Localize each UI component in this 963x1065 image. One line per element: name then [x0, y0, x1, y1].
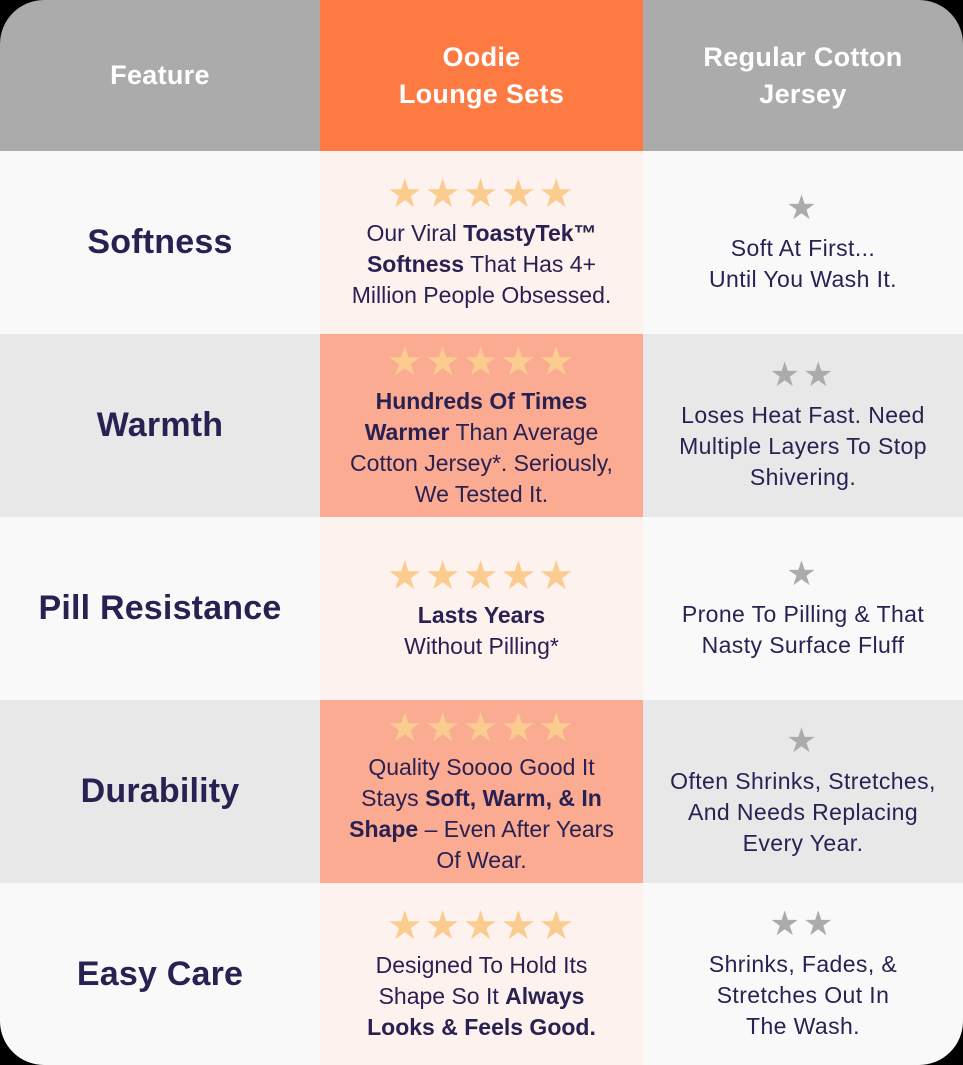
- star-rating-cotton-icon: ★: [786, 188, 820, 227]
- feature-label: Warmth: [96, 406, 224, 444]
- star-rating-cotton-icon: ★: [786, 554, 820, 593]
- star-rating-oodie-icon: ★★★★★: [386, 553, 577, 598]
- star-rating-oodie-icon: ★★★★★: [386, 339, 577, 384]
- cotton-description: Shrinks, Fades, & Stretches Out In The W…: [708, 951, 898, 1039]
- feature-cell: Easy Care: [0, 883, 320, 1065]
- header-feature: Feature: [0, 0, 320, 151]
- table-row: Warmth ★★★★★ Hundreds Of Times Warmer Th…: [0, 334, 963, 517]
- star-rating-oodie-icon: ★★★★★: [386, 904, 577, 948]
- feature-label: Pill Resistance: [38, 589, 282, 627]
- oodie-cell: ★★★★★ Our Viral ToastyTek™ Softness That…: [320, 151, 643, 334]
- table-body: Softness ★★★★★ Our Viral ToastyTek™ Soft…: [0, 151, 963, 1065]
- star-rating-oodie-icon: ★★★★★: [386, 172, 577, 216]
- oodie-description: Lasts Years Without Pilling*: [404, 601, 559, 659]
- feature-cell: Softness: [0, 151, 320, 334]
- cotton-cell: ★★ Shrinks, Fades, & Stretches Out In Th…: [643, 883, 963, 1065]
- feature-cell: Warmth: [0, 334, 320, 517]
- oodie-cell: ★★★★★ Lasts Years Without Pilling*: [320, 517, 643, 700]
- table-header-row: Feature Oodie Lounge Sets Regular Cotton…: [0, 0, 963, 151]
- oodie-description: Designed To Hold Its Shape So It Always …: [367, 952, 596, 1040]
- oodie-description: Quality Soooo Good It Stays Soft, Warm, …: [349, 753, 614, 873]
- feature-cell: Durability: [0, 700, 320, 883]
- table-row: Durability ★★★★★ Quality Soooo Good It S…: [0, 700, 963, 883]
- oodie-description: Our Viral ToastyTek™ Softness That Has 4…: [351, 220, 612, 308]
- cotton-cell: ★ Soft At First... Until You Wash It.: [643, 151, 963, 334]
- cotton-description: Loses Heat Fast. Need Multiple Layers To…: [679, 402, 927, 490]
- star-rating-oodie-icon: ★★★★★: [386, 705, 577, 750]
- star-rating-cotton-icon: ★★: [769, 905, 837, 943]
- cotton-description: Often Shrinks, Stretches, And Needs Repl…: [670, 768, 936, 856]
- cotton-cell: ★ Often Shrinks, Stretches, And Needs Re…: [643, 700, 963, 883]
- oodie-cell: ★★★★★ Quality Soooo Good It Stays Soft, …: [320, 700, 643, 883]
- table-row: Easy Care ★★★★★ Designed To Hold Its Sha…: [0, 883, 963, 1065]
- cotton-description: Prone To Pilling & That Nasty Surface Fl…: [681, 600, 925, 658]
- cotton-description: Soft At First... Until You Wash It.: [709, 234, 897, 292]
- cotton-cell: ★ Prone To Pilling & That Nasty Surface …: [643, 517, 963, 700]
- feature-cell: Pill Resistance: [0, 517, 320, 700]
- cotton-cell: ★★ Loses Heat Fast. Need Multiple Layers…: [643, 334, 963, 517]
- feature-label: Durability: [80, 772, 240, 810]
- star-rating-cotton-icon: ★: [786, 722, 820, 760]
- header-regular-cotton-jersey: Regular Cotton Jersey: [643, 0, 963, 151]
- oodie-cell: ★★★★★ Hundreds Of Times Warmer Than Aver…: [320, 334, 643, 517]
- header-oodie-lounge-sets: Oodie Lounge Sets: [320, 0, 643, 151]
- star-rating-cotton-icon: ★★: [769, 356, 837, 394]
- oodie-cell: ★★★★★ Designed To Hold Its Shape So It A…: [320, 883, 643, 1065]
- feature-label: Easy Care: [76, 955, 244, 993]
- table-row: Pill Resistance ★★★★★ Lasts Years Withou…: [0, 517, 963, 700]
- table-row: Softness ★★★★★ Our Viral ToastyTek™ Soft…: [0, 151, 963, 334]
- oodie-description: Hundreds Of Times Warmer Than Average Co…: [350, 387, 613, 507]
- feature-label: Softness: [87, 223, 233, 261]
